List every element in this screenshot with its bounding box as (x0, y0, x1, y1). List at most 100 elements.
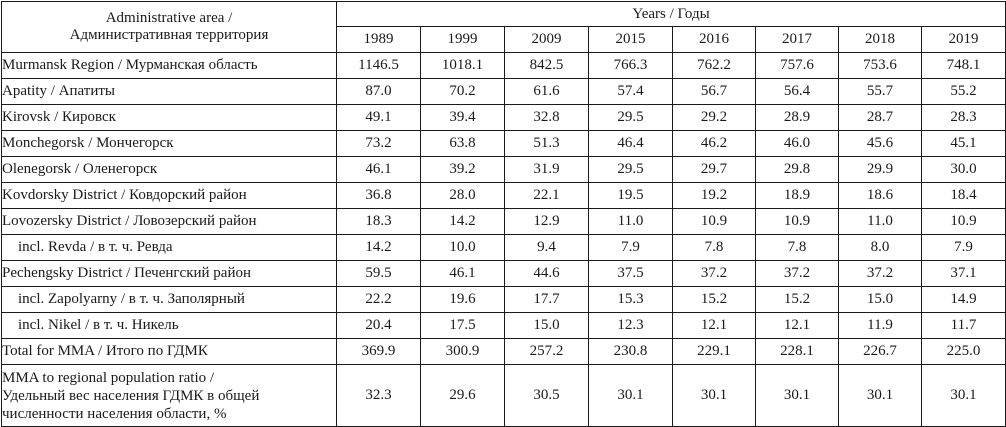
table-row: Murmansk Region / Мурманская область 1146… (1, 52, 1006, 79)
value-cell: 59.5 (336, 260, 421, 287)
value-cell: 36.8 (336, 182, 421, 209)
table-row: Pechengsky District / Печенгский район 59… (1, 260, 1006, 287)
value-cell: 70.2 (420, 78, 505, 105)
value-cell: 17.7 (504, 286, 589, 313)
value-cell: 22.2 (336, 286, 421, 313)
value-cell: 57.4 (588, 78, 673, 105)
ratio-row: MMA to regional population ratio / Удель… (1, 364, 1006, 427)
value-cell: 300.9 (420, 338, 505, 365)
value-cell: 10.0 (420, 234, 505, 261)
ratio-label-line: численности населения области, % (2, 405, 227, 422)
year-header: 2016 (672, 26, 756, 53)
value-cell: 766.3 (588, 52, 673, 79)
ratio-cell: 30.1 (588, 364, 673, 427)
value-cell: 14.2 (420, 208, 505, 235)
area-header-en: Administrative area / (105, 10, 233, 26)
value-cell: 230.8 (588, 338, 673, 365)
ratio-cell: 30.1 (672, 364, 756, 427)
value-cell: 753.6 (838, 52, 922, 79)
ratio-cell: 30.1 (838, 364, 922, 427)
value-cell: 28.0 (420, 182, 505, 209)
value-cell: 46.1 (336, 156, 421, 183)
value-cell: 14.2 (336, 234, 421, 261)
row-label: Kovdorsky District / Ковдорский район (1, 182, 337, 209)
value-cell: 29.2 (672, 104, 756, 131)
row-label: Kirovsk / Кировск (1, 104, 337, 131)
value-cell: 15.2 (672, 286, 756, 313)
value-cell: 18.6 (838, 182, 922, 209)
value-cell: 28.9 (755, 104, 839, 131)
value-cell: 18.3 (336, 208, 421, 235)
value-cell: 11.7 (920, 312, 1006, 339)
value-cell: 46.4 (588, 130, 673, 157)
value-cell: 29.9 (838, 156, 922, 183)
ratio-label-line: Удельный вес населения ГДМК в общей (2, 387, 260, 404)
value-cell: 37.5 (588, 260, 673, 287)
value-cell: 15.0 (838, 286, 922, 313)
year-header: 2017 (755, 26, 839, 53)
table-body: Murmansk Region / Мурманская область 1146… (1, 52, 1006, 427)
value-cell: 11.0 (588, 208, 673, 235)
value-cell: 842.5 (504, 52, 589, 79)
value-cell: 29.5 (588, 156, 673, 183)
row-label: Pechengsky District / Печенгский район (1, 260, 337, 287)
value-cell: 7.8 (672, 234, 756, 261)
area-column-header: Administrative area / Административная т… (1, 1, 337, 53)
value-cell: 12.1 (755, 312, 839, 339)
year-header: 2015 (588, 26, 673, 53)
table-row: Apatity / Апатиты 87.0 70.2 61.6 57.4 56.7 56.… (1, 78, 1006, 105)
value-cell: 257.2 (504, 338, 589, 365)
ratio-cell: 30.1 (920, 364, 1006, 427)
value-cell: 12.3 (588, 312, 673, 339)
value-cell: 39.2 (420, 156, 505, 183)
ratio-label: MMA to regional population ratio / Удель… (1, 364, 337, 427)
value-cell: 10.9 (920, 208, 1006, 235)
value-cell: 226.7 (838, 338, 922, 365)
ratio-cell: 29.6 (420, 364, 505, 427)
value-cell: 30.0 (920, 156, 1006, 183)
table-row: Lovozersky District / Ловозерский район 1… (1, 208, 1006, 235)
year-header: 2018 (838, 26, 922, 53)
value-cell: 37.2 (838, 260, 922, 287)
year-header: 2019 (920, 26, 1006, 53)
value-cell: 51.3 (504, 130, 589, 157)
value-cell: 228.1 (755, 338, 839, 365)
table-row: Kovdorsky District / Ковдорский район 36.… (1, 182, 1006, 209)
table-row: Kirovsk / Кировск 49.1 39.4 32.8 29.5 29.2 28.… (1, 104, 1006, 131)
table-row: incl. Nikel / в т. ч. Никель 20.4 17.5 15.0… (1, 312, 1006, 339)
value-cell: 73.2 (336, 130, 421, 157)
value-cell: 49.1 (336, 104, 421, 131)
value-cell: 37.2 (755, 260, 839, 287)
table-row: Olenegorsk / Оленегорск 46.1 39.2 31.9 29.5 2… (1, 156, 1006, 183)
row-label: Apatity / Апатиты (1, 78, 337, 105)
value-cell: 28.7 (838, 104, 922, 131)
value-cell: 1018.1 (420, 52, 505, 79)
value-cell: 19.5 (588, 182, 673, 209)
row-label: Lovozersky District / Ловозерский район (1, 208, 337, 235)
value-cell: 11.0 (838, 208, 922, 235)
value-cell: 46.0 (755, 130, 839, 157)
value-cell: 29.5 (588, 104, 673, 131)
value-cell: 45.6 (838, 130, 922, 157)
row-label: incl. Revda / в т. ч. Ревда (1, 234, 337, 261)
value-cell: 32.8 (504, 104, 589, 131)
value-cell: 46.1 (420, 260, 505, 287)
value-cell: 17.5 (420, 312, 505, 339)
ratio-cell: 30.1 (755, 364, 839, 427)
value-cell: 9.4 (504, 234, 589, 261)
value-cell: 61.6 (504, 78, 589, 105)
value-cell: 19.6 (420, 286, 505, 313)
row-label: Total for MMA / Итого по ГДМК (1, 338, 337, 365)
year-header: 1989 (336, 26, 421, 53)
value-cell: 225.0 (920, 338, 1006, 365)
value-cell: 748.1 (920, 52, 1006, 79)
ratio-cell: 30.5 (504, 364, 589, 427)
row-label: Olenegorsk / Оленегорск (1, 156, 337, 183)
value-cell: 56.4 (755, 78, 839, 105)
value-cell: 12.1 (672, 312, 756, 339)
value-cell: 28.3 (920, 104, 1006, 131)
value-cell: 44.6 (504, 260, 589, 287)
value-cell: 39.4 (420, 104, 505, 131)
value-cell: 87.0 (336, 78, 421, 105)
